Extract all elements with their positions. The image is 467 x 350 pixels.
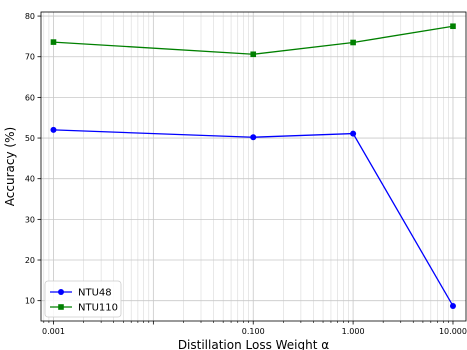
y-tick-label: 60 bbox=[25, 93, 35, 102]
grid-minor-lines bbox=[43, 12, 449, 321]
grid-major-lines bbox=[41, 12, 466, 321]
x-tick-label: 10.000 bbox=[439, 327, 467, 336]
y-tick-label: 30 bbox=[25, 215, 35, 224]
y-tick-label: 40 bbox=[25, 175, 35, 184]
axis-ticks bbox=[37, 15, 454, 325]
series-layer bbox=[50, 23, 456, 309]
data-point-ntu48 bbox=[250, 134, 257, 141]
y-tick-label: 80 bbox=[25, 12, 35, 21]
y-tick-label: 10 bbox=[25, 297, 35, 306]
legend-box bbox=[44, 280, 122, 318]
y-tick-label: 20 bbox=[25, 256, 35, 265]
x-tick-label: 0.100 bbox=[242, 327, 265, 336]
legend: NTU48 NTU110 bbox=[44, 280, 122, 318]
x-axis-label: Distillation Loss Weight α bbox=[178, 338, 329, 350]
data-point-ntu110 bbox=[50, 39, 57, 45]
data-point-ntu110 bbox=[450, 23, 456, 30]
legend-label-ntu48: NTU48 bbox=[78, 288, 112, 299]
legend-marker-ntu110 bbox=[58, 304, 64, 310]
series-line-ntu48 bbox=[53, 129, 454, 307]
x-tick-label: 0.001 bbox=[42, 327, 65, 336]
y-tick-label: 70 bbox=[25, 53, 35, 62]
legend-label-ntu110: NTU110 bbox=[78, 303, 118, 314]
data-point-ntu110 bbox=[350, 39, 356, 46]
data-point-ntu48 bbox=[449, 302, 456, 309]
y-tick-label: 50 bbox=[25, 134, 35, 143]
y-axis-label: Accuracy (%) bbox=[3, 127, 17, 206]
data-point-ntu110 bbox=[250, 51, 257, 58]
tick-labels: 0.001 0.100 1.000 10.000 10 20 30 40 50 60 70 80 bbox=[25, 12, 467, 336]
data-point-ntu48 bbox=[350, 130, 357, 137]
x-tick-label: 1.000 bbox=[342, 327, 365, 336]
data-point-ntu48 bbox=[50, 126, 57, 133]
series-line-ntu110 bbox=[53, 25, 454, 55]
legend-marker-ntu48 bbox=[58, 289, 64, 295]
